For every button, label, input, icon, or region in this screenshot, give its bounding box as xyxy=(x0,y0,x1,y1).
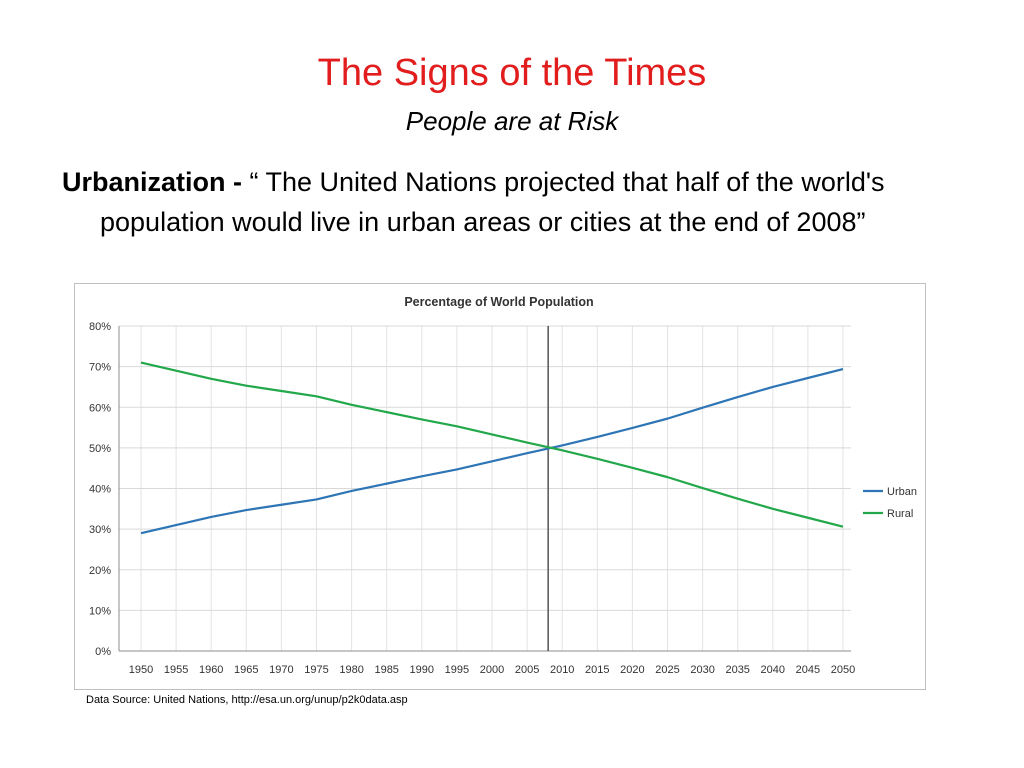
y-tick-label: 50% xyxy=(89,443,111,455)
grid-lines xyxy=(119,325,851,652)
chart-title: Percentage of World Population xyxy=(404,295,593,309)
series-lines xyxy=(140,361,844,535)
x-tick-label: 1950 xyxy=(129,664,153,676)
x-tick-label: 1995 xyxy=(445,664,469,676)
x-tick-label: 2035 xyxy=(725,664,749,676)
y-tick-label: 60% xyxy=(89,402,111,414)
x-tick-label: 1970 xyxy=(269,664,293,676)
x-tick-label: 1955 xyxy=(164,664,188,676)
x-tick-label: 2050 xyxy=(831,664,855,676)
legend-label-rural: Rural xyxy=(887,508,913,520)
x-tick-label: 2030 xyxy=(690,664,714,676)
legend: Urban Rural xyxy=(863,486,917,520)
data-source-note: Data Source: United Nations, http://esa.… xyxy=(86,694,408,706)
x-tick-label: 1980 xyxy=(339,664,363,676)
slide-title: The Signs of the Times xyxy=(317,52,707,94)
y-tick-label: 10% xyxy=(89,605,111,617)
population-chart: Percentage of World Population 0% 10% 20% 3… xyxy=(74,283,926,690)
x-tick-label: 1960 xyxy=(199,664,223,676)
x-tick-label: 2040 xyxy=(761,664,785,676)
y-tick-label: 80% xyxy=(89,321,111,333)
series-line-urban xyxy=(140,367,844,535)
urbanization-paragraph: Urbanization - “ The United Nations proj… xyxy=(62,162,970,242)
x-tick-label: 2025 xyxy=(655,664,679,676)
y-tick-label: 0% xyxy=(95,646,111,658)
slide-subtitle: People are at Risk xyxy=(405,106,619,136)
x-tick-label: 1985 xyxy=(374,664,398,676)
x-tick-label: 2010 xyxy=(550,664,574,676)
legend-label-urban: Urban xyxy=(887,486,917,498)
x-tick-label: 1965 xyxy=(234,664,258,676)
y-tick-label: 20% xyxy=(89,565,111,577)
x-tick-label: 2000 xyxy=(480,664,504,676)
x-tick-label: 2015 xyxy=(585,664,609,676)
urbanization-term: Urbanization - xyxy=(62,167,242,197)
series-line-rural xyxy=(140,361,844,528)
x-tick-label: 2020 xyxy=(620,664,644,676)
x-tick-label: 1975 xyxy=(304,664,328,676)
y-tick-label: 30% xyxy=(89,524,111,536)
y-tick-label: 40% xyxy=(89,484,111,496)
chart-canvas: Percentage of World Population 0% 10% 20% 3… xyxy=(89,295,917,676)
x-tick-label: 2045 xyxy=(796,664,820,676)
x-tick-label: 2005 xyxy=(515,664,539,676)
urbanization-quote: “ The United Nations projected that half… xyxy=(100,167,885,237)
axes: 0% 10% 20% 30% 40% 50% 60% 70% 80% 1950 1955 1960 19… xyxy=(89,321,855,676)
x-tick-label: 1990 xyxy=(410,664,434,676)
y-tick-label: 70% xyxy=(89,362,111,374)
